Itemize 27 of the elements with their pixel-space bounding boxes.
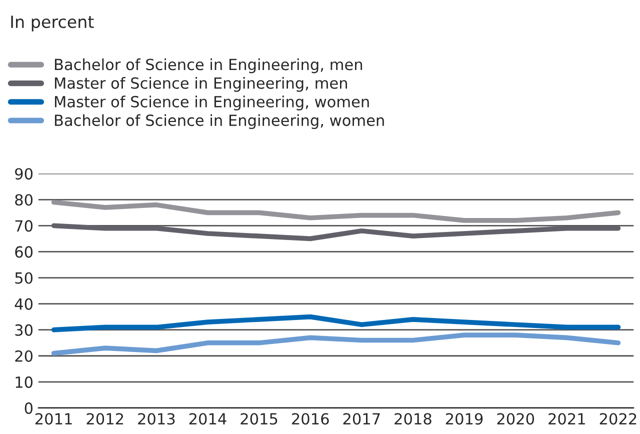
x-tick-label: 2017 bbox=[343, 413, 380, 425]
legend-label: Master of Science in Engineering, men bbox=[54, 77, 347, 92]
x-tick-label: 2013 bbox=[138, 413, 175, 425]
x-tick-label: 2014 bbox=[189, 413, 226, 425]
y-tick-label: 60 bbox=[15, 246, 33, 258]
y-tick-label: 90 bbox=[15, 168, 33, 180]
y-tick-label: 0 bbox=[24, 402, 33, 414]
y-tick-label: 50 bbox=[15, 272, 33, 284]
legend-label: Bachelor of Science in Engineering, women bbox=[54, 114, 384, 130]
x-tick-label: 2011 bbox=[35, 413, 72, 425]
x-tick-label: 2018 bbox=[394, 413, 432, 425]
x-tick-label: 2012 bbox=[86, 413, 124, 425]
x-tick-label: 2020 bbox=[497, 413, 534, 425]
y-tick-label: 10 bbox=[16, 376, 33, 388]
x-tick-label: 2022 bbox=[600, 413, 636, 425]
x-tick-label: 2021 bbox=[548, 413, 585, 425]
y-tick-label: 70 bbox=[15, 220, 33, 232]
chart-title: In percent bbox=[11, 16, 94, 32]
x-tick-label: 2019 bbox=[446, 413, 483, 425]
x-tick-label: 2015 bbox=[240, 413, 278, 425]
x-tick-label: 2016 bbox=[292, 413, 329, 425]
y-tick-label: 30 bbox=[15, 324, 33, 336]
legend-label: Master of Science in Engineering, women bbox=[54, 96, 369, 110]
legend-label: Bachelor of Science in Engineering, men bbox=[54, 58, 362, 74]
y-tick-label: 80 bbox=[15, 194, 33, 206]
y-tick-label: 20 bbox=[15, 350, 33, 362]
y-tick-label: 40 bbox=[14, 298, 33, 310]
